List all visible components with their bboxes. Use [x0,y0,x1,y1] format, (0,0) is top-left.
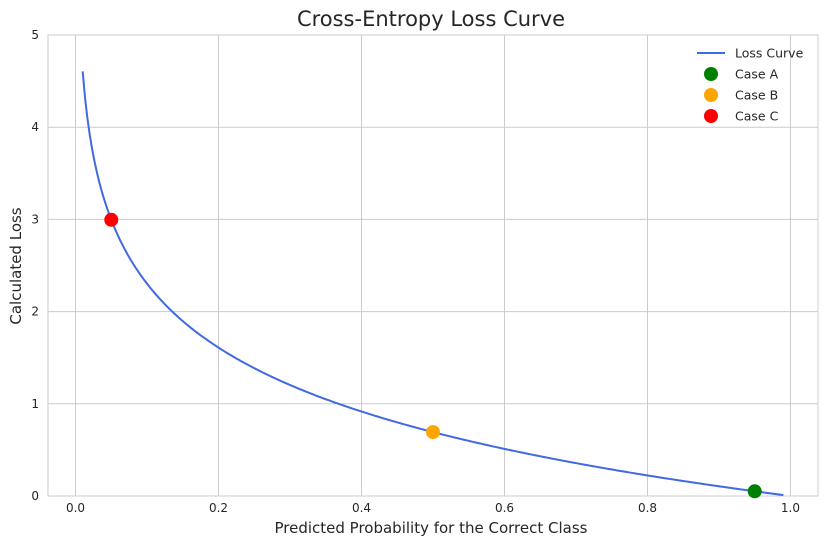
plot-frame [47,34,819,497]
y-tick-label: 4 [31,120,39,134]
x-tick-label: 0.2 [209,501,228,515]
y-tick-label: 0 [31,489,39,503]
x-tick-label: 0.8 [638,501,657,515]
y-tick-label: 1 [31,397,39,411]
x-tick-label: 0.0 [66,501,85,515]
legend-marker-swatch [704,67,718,81]
y-tick-label: 5 [31,28,39,42]
y-tick-label: 2 [31,305,39,319]
legend-marker-swatch [704,88,718,102]
case-points [104,212,762,499]
legend-label: Case C [735,109,779,124]
y-axis-label: Calculated Loss [7,207,25,324]
legend-label: Loss Curve [735,46,804,61]
x-axis-ticks: 0.0 0.2 0.4 0.6 0.8 1.0 [66,501,800,515]
legend-label: Case A [735,67,779,82]
legend: Loss Curve Case A Case B Case C [697,46,804,124]
chart-title: Cross-Entropy Loss Curve [297,7,565,31]
x-axis-label: Predicted Probability for the Correct Cl… [274,519,587,537]
point-case-a [747,484,762,499]
x-tick-label: 1.0 [781,501,800,515]
y-axis-ticks: 0 1 2 3 4 5 [31,28,39,503]
legend-marker-swatch [704,109,718,123]
y-tick-label: 3 [31,212,39,226]
x-tick-label: 0.6 [495,501,514,515]
point-case-c [104,212,119,227]
legend-label: Case B [735,88,778,103]
point-case-b [426,425,440,440]
x-tick-label: 0.4 [352,501,371,515]
